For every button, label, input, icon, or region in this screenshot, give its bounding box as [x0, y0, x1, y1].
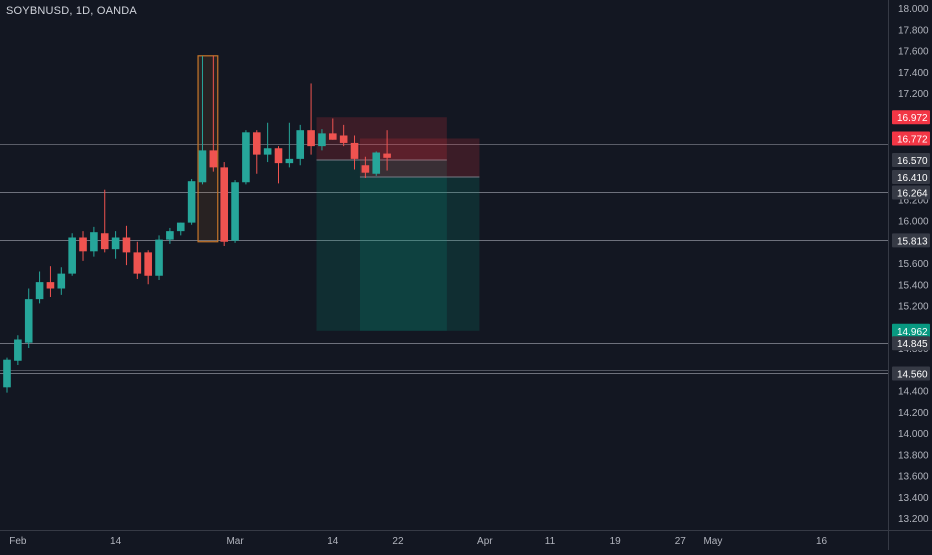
- candle-body: [144, 252, 152, 276]
- candle-body: [176, 222, 185, 232]
- y-tick-label: 13.800: [898, 450, 929, 461]
- candle-body: [383, 153, 391, 158]
- y-tick-label: 16.000: [898, 217, 929, 228]
- price-label-text: 16.972: [897, 113, 928, 124]
- candle-body: [263, 148, 272, 155]
- candle-body: [296, 130, 305, 159]
- price-label-badge: [892, 366, 930, 381]
- candle-body: [339, 135, 348, 143]
- price-label-badge: [892, 336, 930, 351]
- y-tick-label: 15.200: [898, 302, 929, 313]
- candle-body: [133, 252, 142, 274]
- y-tick-label: 15.400: [898, 280, 929, 291]
- candle-body: [155, 239, 163, 276]
- x-tick-label: Apr: [477, 536, 493, 547]
- candle-body: [274, 148, 283, 164]
- y-tick-label: 14.000: [898, 429, 929, 440]
- candle-body: [100, 233, 109, 250]
- y-tick-label: 14.400: [898, 387, 929, 398]
- price-label-badge: [892, 152, 930, 167]
- candle-body: [90, 232, 98, 252]
- stop-loss-zone: [316, 117, 447, 160]
- price-label-text: 15.813: [897, 236, 928, 247]
- y-tick-label: 16.200: [898, 195, 929, 206]
- y-tick-label: 15.600: [898, 259, 929, 270]
- take-profit-zone: [359, 176, 480, 331]
- x-tick-label: May: [703, 536, 722, 547]
- candle-body: [231, 182, 239, 241]
- x-tick-label: 16: [816, 536, 828, 547]
- price-label-text: 14.962: [897, 327, 928, 338]
- candle-body: [111, 237, 120, 250]
- x-tick-label: 19: [610, 536, 622, 547]
- y-tick-label: 17.200: [898, 89, 929, 100]
- candle-body: [166, 231, 174, 240]
- price-label-badge: [892, 185, 930, 200]
- x-tick-label: 14: [110, 536, 122, 547]
- price-label-badge: [892, 110, 930, 125]
- candle-body: [79, 237, 87, 252]
- price-label-badge: [892, 131, 930, 146]
- y-tick-label: 13.600: [898, 472, 929, 483]
- price-label-text: 16.264: [897, 188, 928, 199]
- price-label-text: 14.560: [897, 370, 928, 381]
- y-tick-label: 18.000: [898, 4, 929, 15]
- candle-body: [3, 359, 11, 388]
- candle-body: [329, 133, 337, 140]
- candle-body: [350, 142, 359, 159]
- candle-body: [220, 167, 228, 242]
- candle-body: [68, 237, 76, 274]
- x-tick-label: 11: [545, 536, 556, 547]
- y-tick-label: 17.600: [898, 47, 929, 58]
- price-label-text: 16.772: [897, 134, 928, 145]
- y-tick-label: 17.400: [898, 68, 929, 79]
- y-tick-label: 13.200: [898, 514, 929, 525]
- candle-body: [372, 152, 381, 174]
- x-tick-label: 14: [327, 536, 339, 547]
- price-label-text: 16.410: [897, 173, 928, 184]
- y-tick-label: 14.200: [898, 408, 929, 419]
- candle-body: [318, 133, 326, 147]
- price-label-badge: [892, 233, 930, 248]
- candle-body: [361, 165, 370, 173]
- x-tick-label: Mar: [226, 536, 244, 547]
- candle-body: [35, 282, 44, 300]
- candle-body: [14, 339, 22, 361]
- candle-body: [198, 150, 207, 183]
- highlight-box: [197, 55, 219, 243]
- symbol-label: SOYBNUSD, 1D, OANDA: [6, 5, 137, 17]
- candle-body: [24, 299, 33, 343]
- candle-body: [285, 158, 294, 164]
- y-tick-label: 13.400: [898, 493, 929, 504]
- candle-body: [187, 181, 196, 223]
- take-profit-zone: [316, 159, 447, 331]
- candle-body: [242, 132, 250, 183]
- x-tick-label: Feb: [9, 536, 27, 547]
- x-tick-label: 22: [392, 536, 404, 547]
- price-label-badge: [892, 323, 930, 338]
- candle-body: [122, 237, 131, 253]
- price-label-text: 14.845: [897, 339, 928, 350]
- x-tick-label: 27: [675, 536, 687, 547]
- y-tick-label: 17.800: [898, 25, 929, 36]
- candle-body: [307, 130, 315, 147]
- candle-body: [46, 282, 55, 289]
- candle-body: [209, 150, 218, 168]
- candle-body: [57, 273, 66, 289]
- price-label-badge: [892, 169, 930, 184]
- candle-body: [252, 132, 261, 155]
- price-label-text: 16.570: [897, 156, 928, 167]
